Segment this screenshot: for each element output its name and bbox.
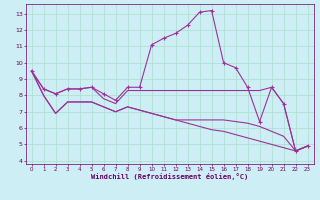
X-axis label: Windchill (Refroidissement éolien,°C): Windchill (Refroidissement éolien,°C) — [91, 173, 248, 180]
